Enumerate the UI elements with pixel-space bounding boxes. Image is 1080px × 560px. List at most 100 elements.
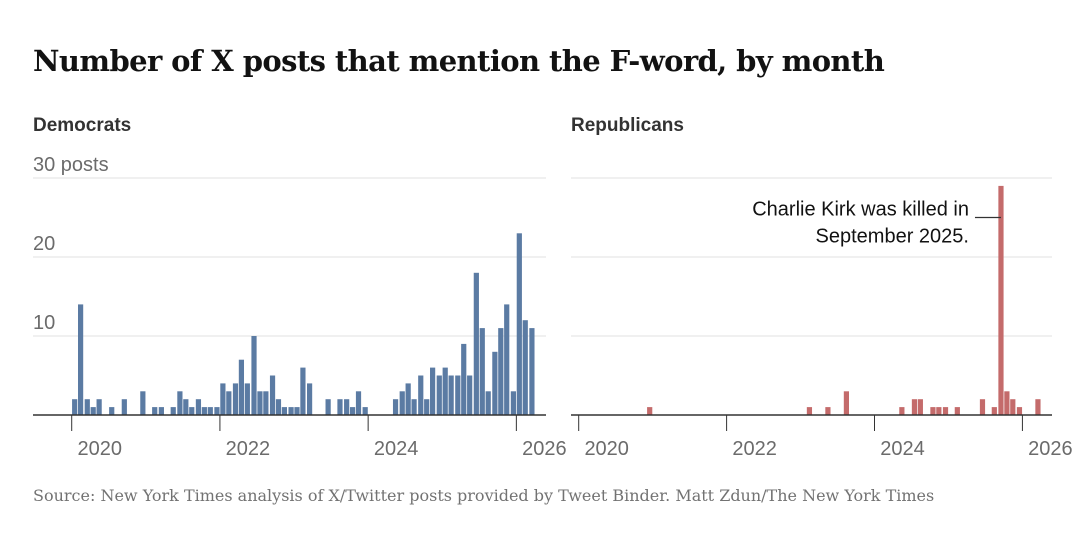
bar-dem-30	[294, 407, 300, 415]
xtick-label-rep-2024: 2024	[880, 438, 925, 460]
bar-dem-34	[337, 399, 343, 415]
bar-dem-7	[140, 391, 146, 415]
bar-dem-9	[158, 407, 164, 415]
xtick-label-rep-2022: 2022	[732, 438, 777, 460]
bar-rep-12	[991, 407, 997, 415]
bar-dem-3	[90, 407, 96, 415]
bar-rep-16	[1016, 407, 1023, 415]
bar-dem-60	[522, 320, 528, 415]
bar-rep-5	[911, 399, 918, 415]
bar-dem-47	[442, 367, 448, 415]
bar-dem-41	[405, 383, 411, 415]
bar-dem-58	[510, 391, 516, 415]
bar-dem-49	[455, 375, 461, 415]
bar-dem-4	[96, 399, 102, 415]
bar-dem-37	[355, 391, 362, 415]
bar-dem-0	[72, 399, 78, 415]
bar-dem-12	[183, 399, 189, 415]
bar-dem-46	[436, 375, 442, 415]
bar-dem-52	[473, 272, 479, 415]
bar-dem-28	[281, 407, 287, 415]
bar-dem-11	[177, 391, 183, 415]
bar-rep-14	[1004, 391, 1010, 415]
bar-dem-26	[269, 375, 276, 415]
bar-rep-15	[1010, 399, 1016, 415]
bar-rep-10	[954, 407, 960, 415]
ytick-label-20: 20	[33, 233, 55, 255]
bar-dem-33	[325, 399, 331, 415]
bar-dem-42	[411, 399, 417, 415]
panel-title-democrats: Democrats	[33, 115, 132, 136]
bar-rep-17	[1035, 399, 1041, 415]
bar-rep-3	[843, 391, 850, 415]
bar-dem-10	[170, 407, 176, 415]
bar-rep-9	[942, 407, 949, 415]
bar-dem-1	[78, 304, 84, 415]
bar-dem-48	[448, 375, 454, 415]
bar-rep-11	[979, 399, 986, 415]
bar-dem-53	[479, 328, 485, 415]
chart-title: Number of X posts that mention the F-wor…	[33, 44, 885, 78]
bar-dem-8	[152, 407, 158, 415]
bar-dem-29	[288, 407, 294, 415]
annotation-line-1: September 2025.	[816, 226, 969, 248]
bar-rep-8	[936, 407, 942, 415]
ytick-label-30: 30 posts	[33, 154, 109, 176]
bar-dem-55	[492, 351, 498, 415]
panel-title-republicans: Republicans	[571, 115, 684, 136]
bar-dem-54	[485, 391, 491, 415]
bar-dem-14	[195, 399, 202, 415]
bar-dem-17	[214, 407, 220, 415]
xtick-label-rep-2026: 2026	[1028, 438, 1073, 460]
bar-dem-61	[529, 328, 535, 415]
xtick-label-dem-2026: 2026	[522, 438, 567, 460]
bar-dem-23	[251, 336, 257, 415]
bar-dem-45	[430, 367, 436, 415]
bar-dem-6	[121, 399, 127, 415]
bar-dem-36	[349, 407, 356, 415]
bar-dem-20	[232, 383, 239, 415]
bar-dem-27	[275, 399, 282, 415]
xtick-label-rep-2020: 2020	[584, 438, 629, 460]
xtick-label-dem-2022: 2022	[226, 438, 271, 460]
xtick-label-dem-2020: 2020	[77, 438, 122, 460]
bar-dem-19	[226, 391, 232, 415]
bar-dem-56	[498, 328, 504, 415]
bar-rep-4	[899, 407, 905, 415]
bar-dem-31	[300, 367, 306, 415]
bar-rep-1	[806, 407, 813, 415]
bar-dem-51	[467, 375, 473, 415]
bar-dem-16	[207, 407, 213, 415]
bar-rep-2	[825, 407, 831, 415]
democrats-chart: 10 20 30 posts 2020 2022 2024 2026	[33, 154, 567, 460]
bar-dem-35	[344, 399, 350, 415]
bar-dem-44	[424, 399, 430, 415]
bar-dem-22	[244, 383, 250, 415]
bar-dem-38	[362, 407, 368, 415]
bar-dem-25	[263, 391, 269, 415]
bar-rep-13	[998, 185, 1004, 415]
bar-dem-2	[84, 399, 90, 415]
bar-rep-6	[917, 399, 923, 415]
bar-dem-13	[189, 407, 195, 415]
bar-dem-32	[306, 383, 313, 415]
annotation-line-0: Charlie Kirk was killed in	[752, 199, 969, 221]
bar-dem-59	[516, 233, 522, 415]
ytick-label-10: 10	[33, 312, 55, 334]
bar-rep-0	[647, 407, 653, 415]
bar-dem-39	[392, 399, 399, 415]
xtick-label-dem-2024: 2024	[374, 438, 419, 460]
bar-dem-18	[220, 383, 226, 415]
bar-dem-40	[399, 391, 405, 415]
bar-dem-43	[418, 375, 424, 415]
bar-dem-21	[238, 359, 245, 415]
bar-dem-57	[504, 304, 510, 415]
bar-dem-15	[201, 407, 207, 415]
source-note: Source: New York Times analysis of X/Twi…	[33, 486, 935, 505]
bar-rep-7	[930, 407, 936, 415]
bar-dem-24	[257, 391, 263, 415]
republicans-chart: 2020 2022 2024 2026 Charlie Kirk was killed …	[571, 177, 1073, 460]
bar-dem-5	[109, 407, 115, 415]
bar-dem-50	[461, 343, 467, 415]
